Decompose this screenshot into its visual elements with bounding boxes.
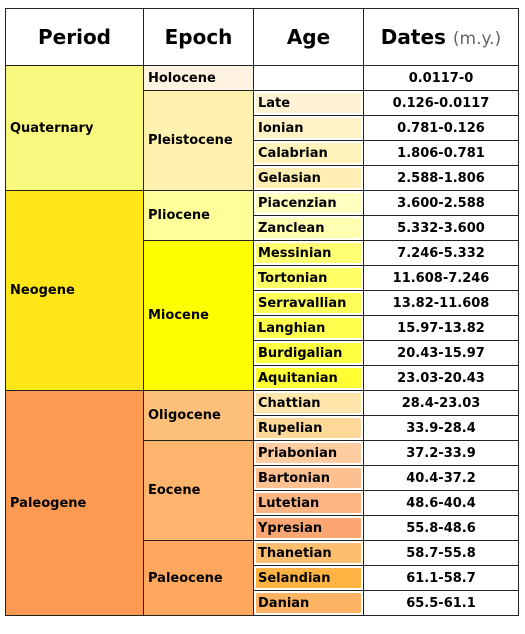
age-cell: Priabonian: [253, 440, 364, 466]
table-row: Danian 65.5-61.1: [6, 590, 519, 616]
period-cell: Quaternary: [5, 65, 144, 191]
table-row: Eocene Priabonian 37.2-33.9: [6, 440, 519, 541]
age-cell: [253, 65, 364, 91]
date-cell: 40.4-37.2: [363, 465, 519, 491]
table-row: Ionian 0.781-0.126: [6, 115, 519, 141]
table-row: Aquitanian 23.03-20.43: [6, 365, 519, 391]
age-cell: Danian: [253, 590, 364, 616]
header-cell: Period: [5, 8, 144, 66]
period-cell: Paleogene: [5, 390, 144, 616]
date-cell: 1.806-0.781: [363, 140, 519, 166]
date-cell: 23.03-20.43: [363, 365, 519, 391]
date-cell: 61.1-58.7: [363, 565, 519, 591]
epoch-cell: Paleocene: [143, 540, 254, 616]
age-cell: Bartonian: [253, 465, 364, 491]
table-row: Paleocene Thanetian 58.7-55.8: [6, 540, 519, 616]
age-cell: Gelasian: [253, 165, 364, 191]
header-cell: Dates (m.y.): [363, 8, 519, 66]
table-row: Neogene Pliocene Piacenzian 3.600-2.588: [5, 190, 519, 391]
age-cell: Late: [253, 90, 364, 116]
date-cell: 20.43-15.97: [363, 340, 519, 366]
header-row: Period Epoch Age Dates (m.y.): [5, 8, 519, 66]
epoch-cell: Pleistocene: [143, 90, 254, 191]
table-row: Lutetian 48.6-40.4: [6, 490, 519, 516]
date-cell: 7.246-5.332: [363, 240, 519, 266]
age-cell: Piacenzian: [253, 190, 364, 216]
age-cell: Lutetian: [253, 490, 364, 516]
age-cell: Thanetian: [253, 540, 364, 566]
header-text: Dates: [380, 25, 446, 49]
date-cell: 37.2-33.9: [363, 440, 519, 466]
age-cell: Chattian: [253, 390, 364, 416]
date-cell: 48.6-40.4: [363, 490, 519, 516]
age-cell: Ionian: [253, 115, 364, 141]
age-cell: Rupelian: [253, 415, 364, 441]
table-body: Quaternary Holocene 0.0117-0 Pleistocene Lat…: [5, 65, 519, 616]
date-cell: 58.7-55.8: [363, 540, 519, 566]
table-row: Langhian 15.97-13.82: [6, 315, 519, 341]
date-cell: 55.8-48.6: [363, 515, 519, 541]
date-cell: 5.332-3.600: [363, 215, 519, 241]
date-cell: 3.600-2.588: [363, 190, 519, 216]
epoch-cell: Oligocene: [143, 390, 254, 441]
date-cell: 0.781-0.126: [363, 115, 519, 141]
age-cell: Aquitanian: [253, 365, 364, 391]
epoch-cell: Holocene: [143, 65, 254, 91]
date-cell: 28.4-23.03: [363, 390, 519, 416]
period-cell: Neogene: [5, 190, 144, 391]
date-cell: 11.608-7.246: [363, 265, 519, 291]
table-row: Quaternary Holocene 0.0117-0: [5, 65, 519, 191]
header-cell: Age: [253, 8, 364, 66]
date-cell: 33.9-28.4: [363, 415, 519, 441]
table-row: Miocene Messinian 7.246-5.332: [6, 240, 519, 391]
age-cell: Tortonian: [253, 265, 364, 291]
table-row: Calabrian 1.806-0.781: [6, 140, 519, 166]
date-cell: 0.126-0.0117: [363, 90, 519, 116]
epoch-cell: Eocene: [143, 440, 254, 541]
header-cell: Epoch: [143, 8, 254, 66]
date-cell: 2.588-1.806: [363, 165, 519, 191]
age-cell: Zanclean: [253, 215, 364, 241]
age-cell: Calabrian: [253, 140, 364, 166]
age-cell: Langhian: [253, 315, 364, 341]
table-row: Tortonian 11.608-7.246: [6, 265, 519, 291]
table-row: Ypresian 55.8-48.6: [6, 515, 519, 541]
header-unit: (m.y.): [452, 29, 502, 49]
date-cell: 15.97-13.82: [363, 315, 519, 341]
age-cell: Ypresian: [253, 515, 364, 541]
age-cell: Selandian: [253, 565, 364, 591]
table-row: Gelasian 2.588-1.806: [6, 165, 519, 191]
table-row: Burdigalian 20.43-15.97: [6, 340, 519, 366]
table-row: Pleistocene Late 0.126-0.0117: [6, 90, 519, 191]
table-row: Bartonian 40.4-37.2: [6, 465, 519, 491]
date-cell: 65.5-61.1: [363, 590, 519, 616]
epoch-cell: Miocene: [143, 240, 254, 391]
epoch-cell: Pliocene: [143, 190, 254, 241]
date-cell: 0.0117-0: [363, 65, 519, 91]
age-cell: Burdigalian: [253, 340, 364, 366]
age-cell: Messinian: [253, 240, 364, 266]
table-row: Paleogene Oligocene Chattian 28.4-23.03: [5, 390, 519, 616]
table-row: Rupelian 33.9-28.4: [6, 415, 519, 441]
table-row: Zanclean 5.332-3.600: [6, 215, 519, 241]
age-cell: Serravallian: [253, 290, 364, 316]
geologic-table: Period Epoch Age Dates (m.y.) Quaternary…: [5, 8, 519, 616]
date-cell: 13.82-11.608: [363, 290, 519, 316]
